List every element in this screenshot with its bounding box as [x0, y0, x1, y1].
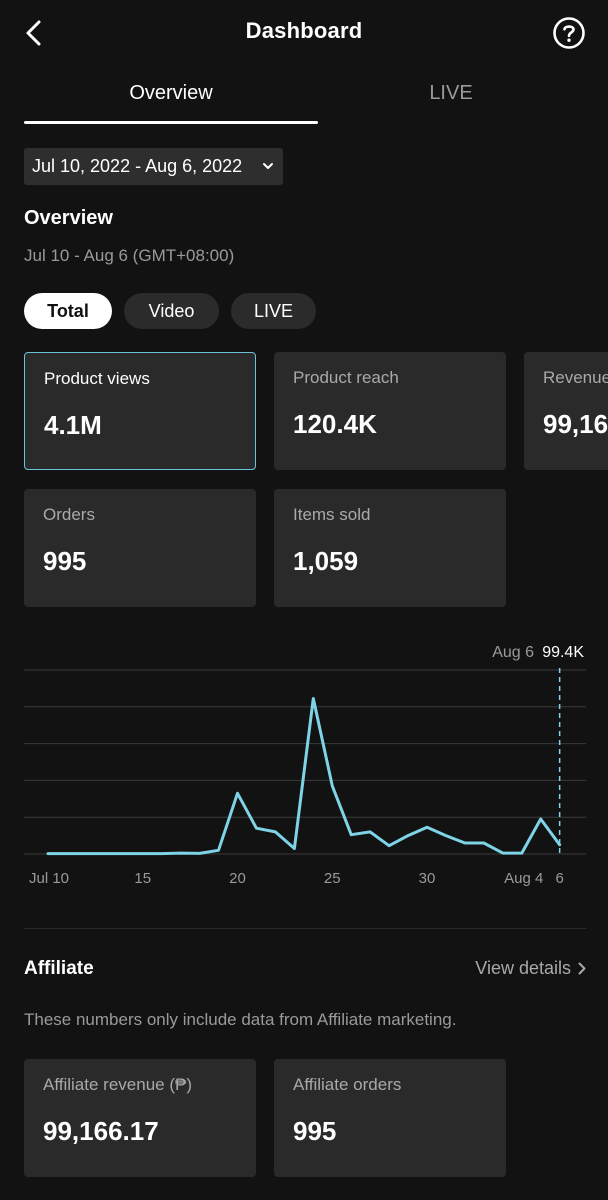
affiliate-revenue-label: Affiliate revenue (₱) [43, 1075, 192, 1094]
x-tick-label: 15 [134, 870, 151, 887]
affiliate-description: These numbers only include data from Aff… [24, 1010, 457, 1029]
metric-label: Revenue [543, 368, 608, 387]
chevron-left-icon [26, 20, 41, 46]
x-tick-label: Aug 4 [504, 870, 543, 887]
section-divider [24, 928, 586, 929]
x-axis-ticks: Jul 10 15 20 25 30 Aug 4 6 [29, 870, 564, 887]
x-tick-label: 30 [419, 870, 436, 887]
metric-value: 4.1M [44, 410, 102, 440]
back-button[interactable] [18, 16, 50, 50]
tab-live-label: LIVE [429, 82, 473, 104]
help-button[interactable] [552, 16, 586, 50]
affiliate-revenue-value: 99,166.17 [43, 1116, 159, 1146]
metric-card-items-sold[interactable]: Items sold 1,059 [274, 489, 506, 607]
overview-range: Jul 10 - Aug 6 (GMT+08:00) [24, 246, 235, 265]
x-tick-label: Jul 10 [29, 870, 69, 887]
metric-label: Items sold [293, 505, 371, 524]
tab-active-indicator [24, 121, 318, 124]
x-tick-label: 20 [229, 870, 246, 887]
product-views-chart[interactable]: Aug 6 99.4K Jul 10 15 20 25 30 Aug 4 6 [0, 630, 608, 900]
date-range-picker[interactable]: Jul 10, 2022 - Aug 6, 2022 [24, 148, 283, 185]
tab-overview[interactable]: Overview [24, 70, 318, 124]
metric-card-revenue[interactable]: Revenue 99,16 [524, 352, 608, 470]
metric-value: 120.4K [293, 409, 377, 439]
affiliate-orders-label: Affiliate orders [293, 1075, 402, 1094]
view-details-label: View details [475, 958, 571, 978]
metric-label: Orders [43, 505, 95, 524]
line-chart[interactable]: Aug 6 99.4K Jul 10 15 20 25 30 Aug 4 6 [0, 630, 608, 900]
affiliate-orders-card[interactable]: Affiliate orders 995 [274, 1059, 506, 1177]
metric-card-product-reach[interactable]: Product reach 120.4K [274, 352, 506, 470]
tab-live[interactable]: LIVE [318, 70, 584, 124]
x-tick-label: 25 [324, 870, 341, 887]
chevron-right-icon [578, 962, 586, 975]
tooltip-date: Aug 6 [492, 644, 534, 661]
page-title: Dashboard [245, 18, 363, 43]
metric-label: Product views [44, 369, 150, 388]
x-tick-label: 6 [555, 870, 563, 887]
metric-label: Product reach [293, 368, 399, 387]
question-circle-icon [553, 17, 585, 49]
filter-video[interactable]: Video [124, 293, 219, 329]
header: Dashboard [0, 0, 608, 66]
tooltip-value: 99.4K [542, 644, 584, 661]
tab-overview-label: Overview [129, 82, 213, 104]
overview-title: Overview [24, 207, 113, 229]
tab-bar: Overview LIVE [0, 70, 608, 126]
view-details-link[interactable]: View details [475, 958, 586, 979]
series-line [46, 697, 562, 856]
metric-card-orders[interactable]: Orders 995 [24, 489, 256, 607]
metric-card-product-views[interactable]: Product views 4.1M [24, 352, 256, 470]
affiliate-title: Affiliate [24, 958, 94, 979]
chevron-down-icon [263, 163, 273, 169]
metric-value: 1,059 [293, 546, 359, 576]
affiliate-revenue-card[interactable]: Affiliate revenue (₱) 99,166.17 [24, 1059, 256, 1177]
filter-live[interactable]: LIVE [231, 293, 316, 329]
filter-total[interactable]: Total [24, 293, 112, 329]
affiliate-orders-value: 995 [293, 1116, 337, 1146]
metric-value: 995 [43, 546, 87, 576]
metric-value: 99,16 [543, 409, 608, 439]
date-range-label: Jul 10, 2022 - Aug 6, 2022 [32, 156, 243, 176]
